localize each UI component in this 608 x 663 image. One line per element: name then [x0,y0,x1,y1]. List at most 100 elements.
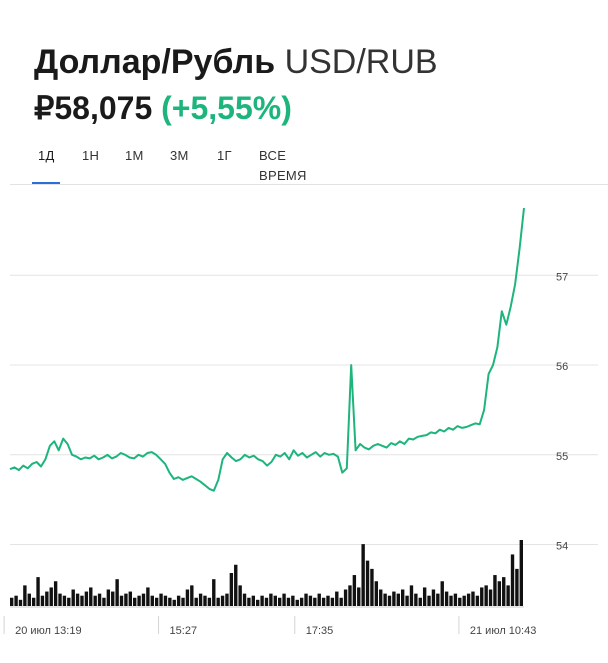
volume-bar [256,599,260,606]
volume-bar [427,595,431,606]
volume-bar [251,595,256,606]
volume-bar [440,581,444,606]
volume-bar [238,585,242,606]
y-tick-label: 56 [556,361,568,373]
volume-bar [370,568,374,606]
volume-bar [493,575,497,606]
volume-bar [40,595,45,606]
tab-1m[interactable]: 1М [125,146,144,186]
volume-bar [480,587,484,606]
tab-1y[interactable]: 1Г [217,146,232,186]
volume-bar [80,595,84,606]
volume-bar [488,589,493,606]
volume-bar [71,589,75,606]
volume-bar [313,597,317,606]
volume-bar [216,597,220,606]
price-series-line [9,207,525,492]
tab-1w-label: 1Н [82,148,100,163]
volume-bar [400,589,405,606]
volume-bar [348,585,352,606]
x-tick-label: 20 июл 13:19 [15,625,81,637]
volume-bar [273,595,277,606]
volume-bar [247,597,251,606]
volume-bar [374,581,379,606]
volume-bar [62,595,67,606]
tab-1w[interactable]: 1Н [82,146,99,186]
volume-bar [242,593,247,606]
volume-bar [392,591,396,606]
volume-bar [317,593,321,606]
volume-bar [163,595,168,606]
x-tick-label: 21 июл 10:43 [470,625,536,637]
volume-bar [352,575,357,606]
volume-bar [128,591,133,606]
volume-bar [53,581,58,606]
tab-1d[interactable]: 1Д [32,146,60,186]
volume-bar [339,597,343,606]
volume-bar [93,595,97,606]
volume-bar [506,585,510,606]
volume-bar [449,595,453,606]
volume-bar [229,573,234,606]
volume-bar [10,597,14,606]
tab-all-time[interactable]: ВСЕ ВРЕМЯ [259,146,307,186]
volume-bar [181,597,185,606]
current-price: ₽58,075 [34,90,153,126]
volume-bar [519,540,523,606]
volume-bar [150,595,154,606]
volume-bar [409,585,414,606]
instrument-name: Доллар/Рубль [34,43,276,81]
price-chart[interactable]: 57 56 55 54 20 июл 13:19 15:27 17:35 21 июл 10:… [0,186,608,663]
x-tick-label: 15:27 [170,625,198,637]
volume-bar [119,595,124,606]
y-tick-label: 57 [556,271,568,283]
tabs-divider [10,184,608,185]
volume-bar [207,597,212,606]
volume-bar [414,593,418,606]
volume-bar [36,577,40,606]
volume-bar [212,579,216,606]
volume-bar [31,597,36,606]
active-tab-indicator [32,182,60,185]
volume-bar [282,593,286,606]
volume-bar [453,593,458,606]
volume-bar [436,593,440,606]
volume-bar [106,589,111,606]
volume-bar [304,593,308,606]
volume-bar [194,597,198,606]
volume-bar [277,597,282,606]
volume-bar [146,587,150,606]
volume-bar [234,564,238,606]
volume-bar [14,595,18,606]
volume-bar [141,593,146,606]
volume-bar [89,587,93,606]
volume-bar [168,597,172,606]
volume-bar [475,595,480,606]
volume-bar [335,591,339,606]
volume-bar [361,544,365,606]
y-tick-label: 54 [556,541,568,553]
volume-bar [326,595,330,606]
price-row: ₽58,075 (+5,55%) [34,88,292,128]
volume-bar [154,597,159,606]
volume-bar [502,577,506,606]
volume-bar [220,595,225,606]
volume-bar [299,597,304,606]
y-tick-label: 55 [556,451,568,463]
instrument-title: Доллар/Рубль USD/RUB [34,42,438,82]
volume-bar [471,591,475,606]
volume-bar [18,599,23,606]
volume-bar [97,593,102,606]
volume-bar [198,593,203,606]
tab-3m[interactable]: 3М [170,146,189,186]
volume-bar [383,593,387,606]
volume-bar [466,593,471,606]
tab-1m-label: 1М [125,148,144,163]
instrument-ticker: USD/RUB [284,43,438,81]
volume-bar [84,591,89,606]
volume-bar [357,587,361,606]
volume-bar [58,593,62,606]
volume-bar [308,595,313,606]
volume-bar [295,599,299,606]
volume-bar [405,595,409,606]
